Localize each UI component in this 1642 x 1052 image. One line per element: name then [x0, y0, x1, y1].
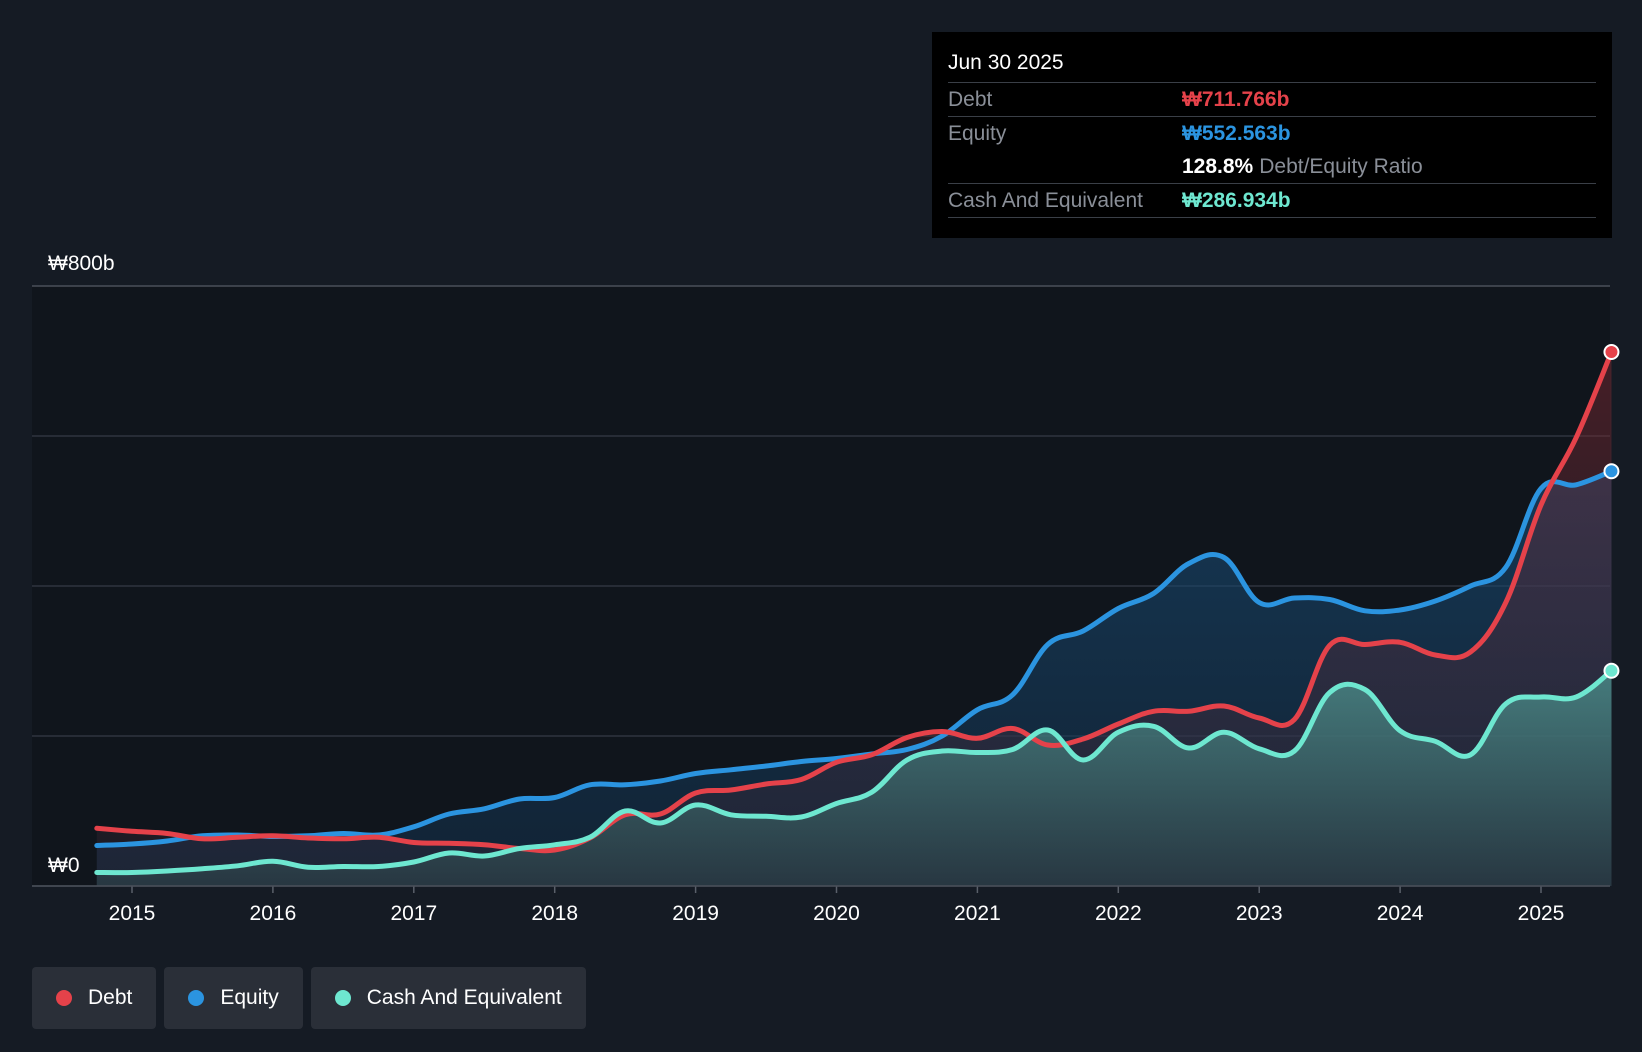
tooltip-equity-value: ₩552.563b	[1182, 121, 1291, 145]
legend-dot-cash	[334, 990, 351, 1006]
x-tick-label: 2016	[250, 902, 297, 925]
x-tick-label: 2017	[390, 902, 437, 925]
tooltip: Jun 30 2025 Debt ₩711.766b Equity ₩552.5…	[932, 32, 1612, 238]
legend-item-cash[interactable]: Cash And Equivalent	[310, 967, 586, 1029]
end-marker-cash-and-equivalent[interactable]	[1603, 662, 1620, 679]
tooltip-row-equity: Equity ₩552.563b	[948, 116, 1596, 150]
legend-label-debt: Debt	[88, 986, 133, 1009]
legend-item-equity[interactable]: Equity	[164, 967, 303, 1029]
x-tick-label: 2020	[813, 902, 860, 925]
tooltip-row-cash: Cash And Equivalent ₩286.934b	[948, 183, 1596, 218]
tooltip-cash-value: ₩286.934b	[1182, 188, 1291, 212]
tooltip-row-ratio: 128.8% Debt/Equity Ratio	[948, 150, 1596, 183]
end-marker-equity[interactable]	[1603, 463, 1620, 480]
legend-item-debt[interactable]: Debt	[32, 967, 157, 1029]
x-tick-label: 2019	[672, 902, 719, 925]
end-marker-debt[interactable]	[1603, 344, 1620, 360]
line-debt	[94, 349, 1614, 854]
y-tick-label-min: ₩0	[48, 854, 80, 877]
tooltip-cash-label: Cash And Equivalent	[948, 188, 1143, 212]
legend-label-equity: Equity	[220, 986, 279, 1009]
y-tick-label-max: ₩800b	[48, 252, 115, 275]
line-cash-and-equivalent	[94, 668, 1614, 876]
legend-dot-debt	[56, 990, 72, 1006]
tooltip-ratio-value: 128.8%	[1182, 154, 1254, 178]
tooltip-debt-label: Debt	[948, 87, 993, 111]
legend-label-cash: Cash And Equivalent	[366, 986, 562, 1009]
area-cash-and-equivalent	[96, 670, 1612, 886]
x-tick-label: 2021	[954, 902, 1001, 925]
x-tick-label: 2023	[1236, 902, 1283, 925]
tooltip-equity-label: Equity	[948, 121, 1007, 145]
tooltip-debt-value: ₩711.766b	[1182, 87, 1290, 111]
legend-dot-equity	[188, 990, 205, 1006]
x-tick-label: 2025	[1518, 902, 1565, 925]
tooltip-row-debt: Debt ₩711.766b	[948, 82, 1596, 116]
tooltip-ratio-label: Debt/Equity Ratio	[1259, 154, 1423, 178]
x-tick-label: 2015	[109, 902, 156, 925]
x-tick-label: 2024	[1377, 902, 1424, 925]
legend: Debt Equity Cash And Equivalent	[32, 967, 586, 1029]
x-tick-label: 2022	[1095, 902, 1142, 925]
tooltip-date: Jun 30 2025	[948, 51, 1064, 74]
x-tick-label: 2018	[531, 902, 578, 925]
